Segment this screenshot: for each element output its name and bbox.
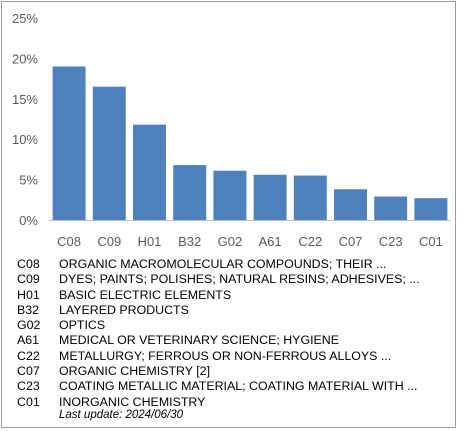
bar [293, 175, 327, 220]
legend-description: INORGANIC CHEMISTRY [59, 394, 206, 409]
bars [52, 66, 448, 221]
legend-row: H01 BASIC ELECTRIC ELEMENTS [17, 288, 447, 303]
legend-code: A61 [17, 333, 40, 348]
legend-row: C07 ORGANIC CHEMISTRY [2] [17, 364, 447, 379]
y-axis-ticks: 0% 5% 10% 15% 20% 25% [12, 11, 38, 228]
legend-row: C09 DYES; PAINTS; POLISHES; NATURAL RESIN… [17, 272, 447, 287]
legend-row: C01 INORGANIC CHEMISTRY [17, 395, 447, 410]
x-tick-label: C22 [298, 234, 322, 249]
legend-row: G02 OPTICS [17, 318, 447, 333]
legend-code: C01 [17, 394, 40, 409]
legend-row: B32 LAYERED PRODUCTS [17, 303, 447, 318]
bar [374, 196, 408, 220]
x-tick-label: H01 [138, 234, 162, 249]
last-update-text: Last update: 2024/06/30 [59, 409, 184, 421]
y-tick-label: 10% [12, 132, 38, 147]
bar [414, 198, 448, 220]
x-tick-label: A61 [259, 234, 282, 249]
legend-code: B32 [17, 302, 40, 317]
y-tick-label: 15% [12, 92, 38, 107]
x-tick-label: C23 [379, 234, 403, 249]
bar [133, 124, 166, 220]
legend-description: COATING METALLIC MATERIAL; COATING MATER… [59, 379, 418, 394]
x-tick-label: C07 [339, 234, 363, 249]
legend-code: C22 [17, 348, 40, 363]
legend-row: A61 MEDICAL OR VETERINARY SCIENCE; HYGIEN… [17, 333, 447, 348]
bar [253, 174, 287, 220]
y-tick-label: 20% [12, 51, 38, 66]
x-tick-label: B32 [178, 234, 201, 249]
legend-description: MEDICAL OR VETERINARY SCIENCE; HYGIENE [59, 333, 339, 348]
y-tick-label: 5% [19, 173, 38, 188]
y-tick-label: 25% [12, 11, 38, 26]
legend-code: C07 [17, 364, 40, 379]
bar [92, 86, 126, 221]
bar [52, 66, 86, 220]
legend-description: LAYERED PRODUCTS [59, 302, 189, 317]
legend-description: ORGANIC MACROMOLECULAR COMPOUNDS; THEIR … [59, 257, 387, 271]
bar-chart: 0%5%10%15%20%25% C08 C09 H01 B32 G02 A61 C22 C0… [12, 11, 451, 249]
legend-description: BASIC ELECTRIC ELEMENTS [59, 287, 232, 302]
legend-description: METALLURGY; FERROUS OR NON-FERROUS ALLOY… [59, 348, 392, 363]
bar [173, 165, 207, 220]
legend-row: C08 ORGANIC MACROMOLECULAR COMPOUNDS; THE… [17, 257, 447, 272]
x-tick-label: C09 [97, 234, 121, 249]
x-axis-ticks: C08 C09 H01 B32 G02 A61 C22 C07 C23 C01 [57, 234, 443, 249]
x-tick-label: C08 [57, 234, 81, 249]
legend-code: G02 [17, 318, 41, 333]
category-legend: C08 ORGANIC MACROMOLECULAR COMPOUNDS; THE… [17, 257, 447, 410]
legend-code: H01 [17, 287, 40, 302]
legend-row: C22 METALLURGY; FERROUS OR NON-FERROUS AL… [17, 349, 447, 364]
legend-row: C23 COATING METALLIC MATERIAL; COATING MA… [17, 379, 447, 394]
legend-description: OPTICS [59, 318, 106, 333]
y-tick-label: 0% [19, 213, 38, 228]
bar [213, 170, 247, 220]
bar [334, 189, 367, 220]
legend-code: C08 [17, 257, 40, 271]
legend-code: C09 [17, 272, 40, 287]
x-tick-label: G02 [218, 234, 243, 249]
legend-description: ORGANIC CHEMISTRY [2] [59, 364, 211, 379]
legend-description: DYES; PAINTS; POLISHES; NATURAL RESINS; … [59, 272, 420, 287]
legend-code: C23 [17, 379, 40, 394]
x-tick-label: C01 [419, 234, 443, 249]
